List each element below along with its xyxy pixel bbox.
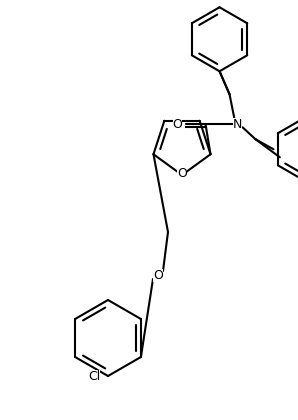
Text: O: O xyxy=(173,118,182,131)
Text: N: N xyxy=(233,118,242,131)
Text: O: O xyxy=(153,268,163,281)
Text: O: O xyxy=(177,166,187,179)
Text: Cl: Cl xyxy=(88,370,100,383)
